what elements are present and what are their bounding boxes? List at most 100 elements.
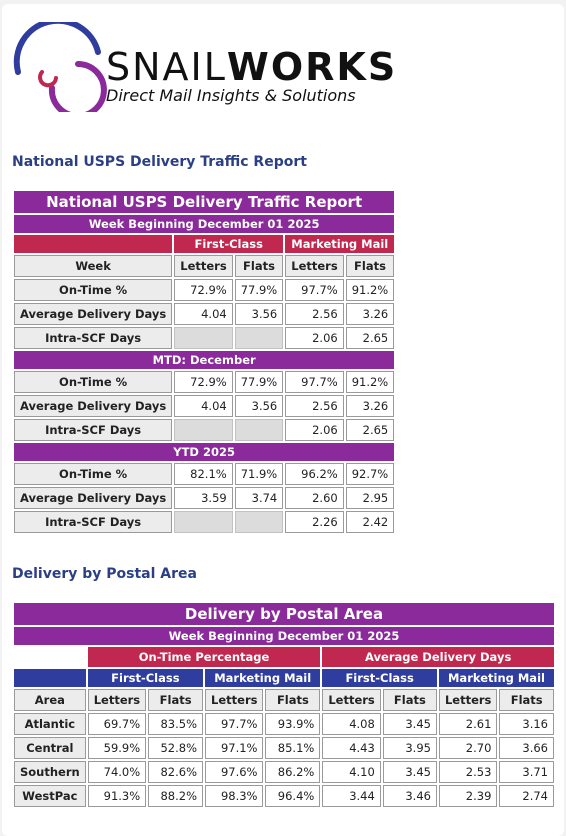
cell-value: 82.6% [148, 761, 204, 783]
col-header-letters: Letters [205, 689, 264, 711]
cell-value: 88.2% [148, 785, 204, 807]
cell-value: 97.7% [205, 713, 264, 735]
col-header-letters: Letters [87, 689, 147, 711]
area-label: Central [14, 737, 86, 759]
table-row: On-Time % 72.9% 77.9% 97.7% 91.2% [14, 371, 395, 393]
cell-value: 3.45 [382, 761, 437, 783]
table-row: Intra-SCF Days 2.26 2.42 [14, 511, 395, 533]
cell-value: 4.04 [174, 303, 233, 325]
cell-empty [234, 419, 284, 441]
cell-value: 85.1% [265, 737, 321, 759]
report-title: National USPS Delivery Traffic Report [14, 191, 395, 213]
row-label: Average Delivery Days [14, 395, 173, 417]
cell-value: 97.7% [285, 279, 344, 301]
table-row: Intra-SCF Days 2.06 2.65 [14, 419, 395, 441]
row-label: Intra-SCF Days [14, 511, 173, 533]
cell-value: 4.43 [322, 737, 381, 759]
cell-value: 3.59 [174, 487, 233, 509]
col-header-flats: Flats [345, 255, 395, 277]
cell-value: 96.4% [265, 785, 321, 807]
cell-value: 2.70 [438, 737, 498, 759]
area-week: Week Beginning December 01 2025 [14, 627, 554, 645]
group-header-ontime: On-Time Percentage [87, 647, 321, 667]
table-row: Southern 74.0% 82.6% 97.6% 86.2% 4.10 3.… [14, 761, 554, 783]
cell-value: 2.06 [285, 327, 344, 349]
col-header-letters: Letters [285, 255, 344, 277]
cell-value: 3.45 [382, 713, 437, 735]
cell-value: 82.1% [174, 463, 233, 485]
cell-value: 2.65 [345, 327, 395, 349]
table-row: WestPac 91.3% 88.2% 98.3% 96.4% 3.44 3.4… [14, 785, 554, 807]
table-row: Average Delivery Days 4.04 3.56 2.56 3.2… [14, 395, 395, 417]
page: SNAILWORKS Direct Mail Insights & Soluti… [2, 4, 564, 836]
table-row: Atlantic 69.7% 83.5% 97.7% 93.9% 4.08 3.… [14, 713, 554, 735]
cell-value: 69.7% [87, 713, 147, 735]
cell-value: 2.56 [285, 303, 344, 325]
subgroup-first-class: First-Class [322, 669, 437, 687]
cell-value: 2.06 [285, 419, 344, 441]
col-header-flats: Flats [382, 689, 437, 711]
subgroup-marketing: Marketing Mail [438, 669, 554, 687]
area-title: Delivery by Postal Area [14, 603, 554, 625]
postal-area-table: Delivery by Postal Area Week Beginning D… [12, 601, 556, 809]
cell-value: 86.2% [265, 761, 321, 783]
blank-cell [14, 647, 86, 667]
col-header-flats: Flats [148, 689, 204, 711]
cell-value: 97.6% [205, 761, 264, 783]
cell-value: 92.7% [345, 463, 395, 485]
col-header-letters: Letters [174, 255, 233, 277]
cell-value: 2.42 [345, 511, 395, 533]
row-label: Intra-SCF Days [14, 419, 173, 441]
cell-empty [234, 511, 284, 533]
cell-value: 83.5% [148, 713, 204, 735]
row-label: On-Time % [14, 371, 173, 393]
area-label: Atlantic [14, 713, 86, 735]
cell-value: 74.0% [87, 761, 147, 783]
row-label: Intra-SCF Days [14, 327, 173, 349]
cell-value: 71.9% [234, 463, 284, 485]
cell-value: 93.9% [265, 713, 321, 735]
cell-value: 3.46 [382, 785, 437, 807]
group-header-blank [14, 235, 173, 253]
table-row: On-Time % 72.9% 77.9% 97.7% 91.2% [14, 279, 395, 301]
col-header-flats: Flats [234, 255, 284, 277]
cell-value: 2.60 [285, 487, 344, 509]
cell-value: 91.2% [345, 279, 395, 301]
cell-value: 3.26 [345, 303, 395, 325]
cell-value: 91.3% [87, 785, 147, 807]
cell-value: 2.95 [345, 487, 395, 509]
area-label: WestPac [14, 785, 86, 807]
subgroup-first-class: First-Class [87, 669, 204, 687]
group-header-first-class: First-Class [174, 235, 284, 253]
cell-value: 97.1% [205, 737, 264, 759]
area-heading: Delivery by Postal Area [12, 566, 197, 582]
blank-blue-cell [14, 669, 86, 687]
cell-value: 72.9% [174, 371, 233, 393]
report-week: Week Beginning December 01 2025 [14, 215, 395, 233]
report-heading: National USPS Delivery Traffic Report [12, 154, 307, 170]
mtd-header: MTD: December [14, 351, 395, 369]
cell-value: 2.26 [285, 511, 344, 533]
cell-value: 4.04 [174, 395, 233, 417]
col-header-week: Week [14, 255, 173, 277]
cell-value: 3.56 [234, 395, 284, 417]
row-label: Average Delivery Days [14, 487, 173, 509]
col-header-flats: Flats [265, 689, 321, 711]
row-label: On-Time % [14, 279, 173, 301]
table-row: Intra-SCF Days 2.06 2.65 [14, 327, 395, 349]
snailworks-logo[interactable]: SNAILWORKS Direct Mail Insights & Soluti… [12, 22, 395, 112]
snail-swirl-icon [13, 22, 107, 112]
table-row: Average Delivery Days 4.04 3.56 2.56 3.2… [14, 303, 395, 325]
cell-value: 2.39 [438, 785, 498, 807]
cell-value: 3.56 [234, 303, 284, 325]
cell-value: 77.9% [234, 371, 284, 393]
row-label: Average Delivery Days [14, 303, 173, 325]
col-header-letters: Letters [438, 689, 498, 711]
col-header-area: Area [14, 689, 86, 711]
cell-value: 3.71 [499, 761, 554, 783]
cell-value: 72.9% [174, 279, 233, 301]
cell-value: 4.08 [322, 713, 381, 735]
cell-value: 96.2% [285, 463, 344, 485]
cell-value: 2.65 [345, 419, 395, 441]
cell-empty [174, 419, 233, 441]
